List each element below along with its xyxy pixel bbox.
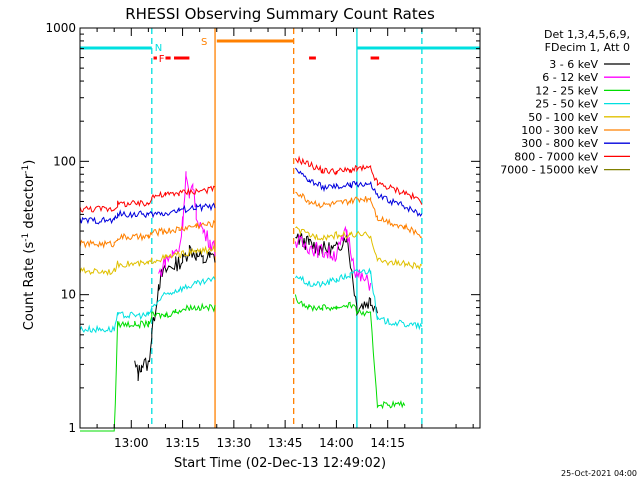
legend-item-label: 100 - 300 keV xyxy=(521,124,598,137)
x-tick-label: 13:45 xyxy=(268,436,303,450)
series-line xyxy=(80,294,406,432)
x-tick-label: 13:00 xyxy=(114,436,149,450)
y-tick-label: 1 xyxy=(68,421,76,435)
y-tick-label: 10 xyxy=(61,288,76,302)
night-marker-label: N xyxy=(155,43,162,54)
series-line xyxy=(79,167,423,225)
x-tick-label: 14:15 xyxy=(370,436,405,450)
saa-marker-label: S xyxy=(201,37,207,48)
y-label-mid: detector xyxy=(22,173,37,233)
y-tick-label: 100 xyxy=(53,154,76,168)
x-tick-label: 13:15 xyxy=(165,436,200,450)
axes-layer: 13:00 13:15 13:30 13:45 14:00 14:15 1 10 100 1000 xyxy=(45,21,480,450)
series-line xyxy=(79,155,423,213)
series-line xyxy=(79,191,423,249)
y-label-main: Count Rate (s xyxy=(22,242,37,331)
legend-item-label: 12 - 25 keV xyxy=(535,84,598,97)
flare-marker-label: F xyxy=(159,54,165,65)
x-axis-label: Start Time (02-Dec-13 12:49:02) xyxy=(174,456,386,471)
series-line xyxy=(79,226,423,276)
series-line xyxy=(134,230,378,382)
legend-item-label: 800 - 7000 keV xyxy=(514,150,598,163)
y-tick-label: 1000 xyxy=(45,21,76,35)
series-line xyxy=(79,267,423,334)
legend-item-label: 25 - 50 keV xyxy=(535,98,598,111)
footer-timestamp: 25-Oct-2021 04:00 xyxy=(561,469,637,478)
x-tick-label: 14:00 xyxy=(319,436,354,450)
y-label-sup2: -1 xyxy=(21,165,31,174)
marker-labels-layer: NF S xyxy=(155,37,208,65)
legend-item-label: 50 - 100 keV xyxy=(528,111,598,124)
y-label-end: ) xyxy=(22,160,37,165)
legend-header-line-2: FDecim 1, Att 0 xyxy=(545,41,630,54)
bars-layer xyxy=(80,39,480,60)
legend-item-label: 3 - 6 keV xyxy=(549,58,598,71)
vertical-lines-layer xyxy=(151,28,423,428)
chart-title: RHESSI Observing Summary Count Rates xyxy=(125,5,435,23)
y-axis-label: Count Rate (s-1 detector-1) xyxy=(21,160,37,331)
x-tick-label: 13:30 xyxy=(217,436,252,450)
legend-header-line-1: Det 1,3,4,5,6,9, xyxy=(544,28,630,41)
legend-item-label: 300 - 800 keV xyxy=(521,137,598,150)
legend-item-label: 6 - 12 keV xyxy=(542,71,598,84)
y-label-sup1: -1 xyxy=(21,233,31,242)
legend-item-label: 7000 - 15000 keV xyxy=(500,164,598,177)
plot-frame xyxy=(79,27,481,429)
series-layer xyxy=(79,155,423,432)
